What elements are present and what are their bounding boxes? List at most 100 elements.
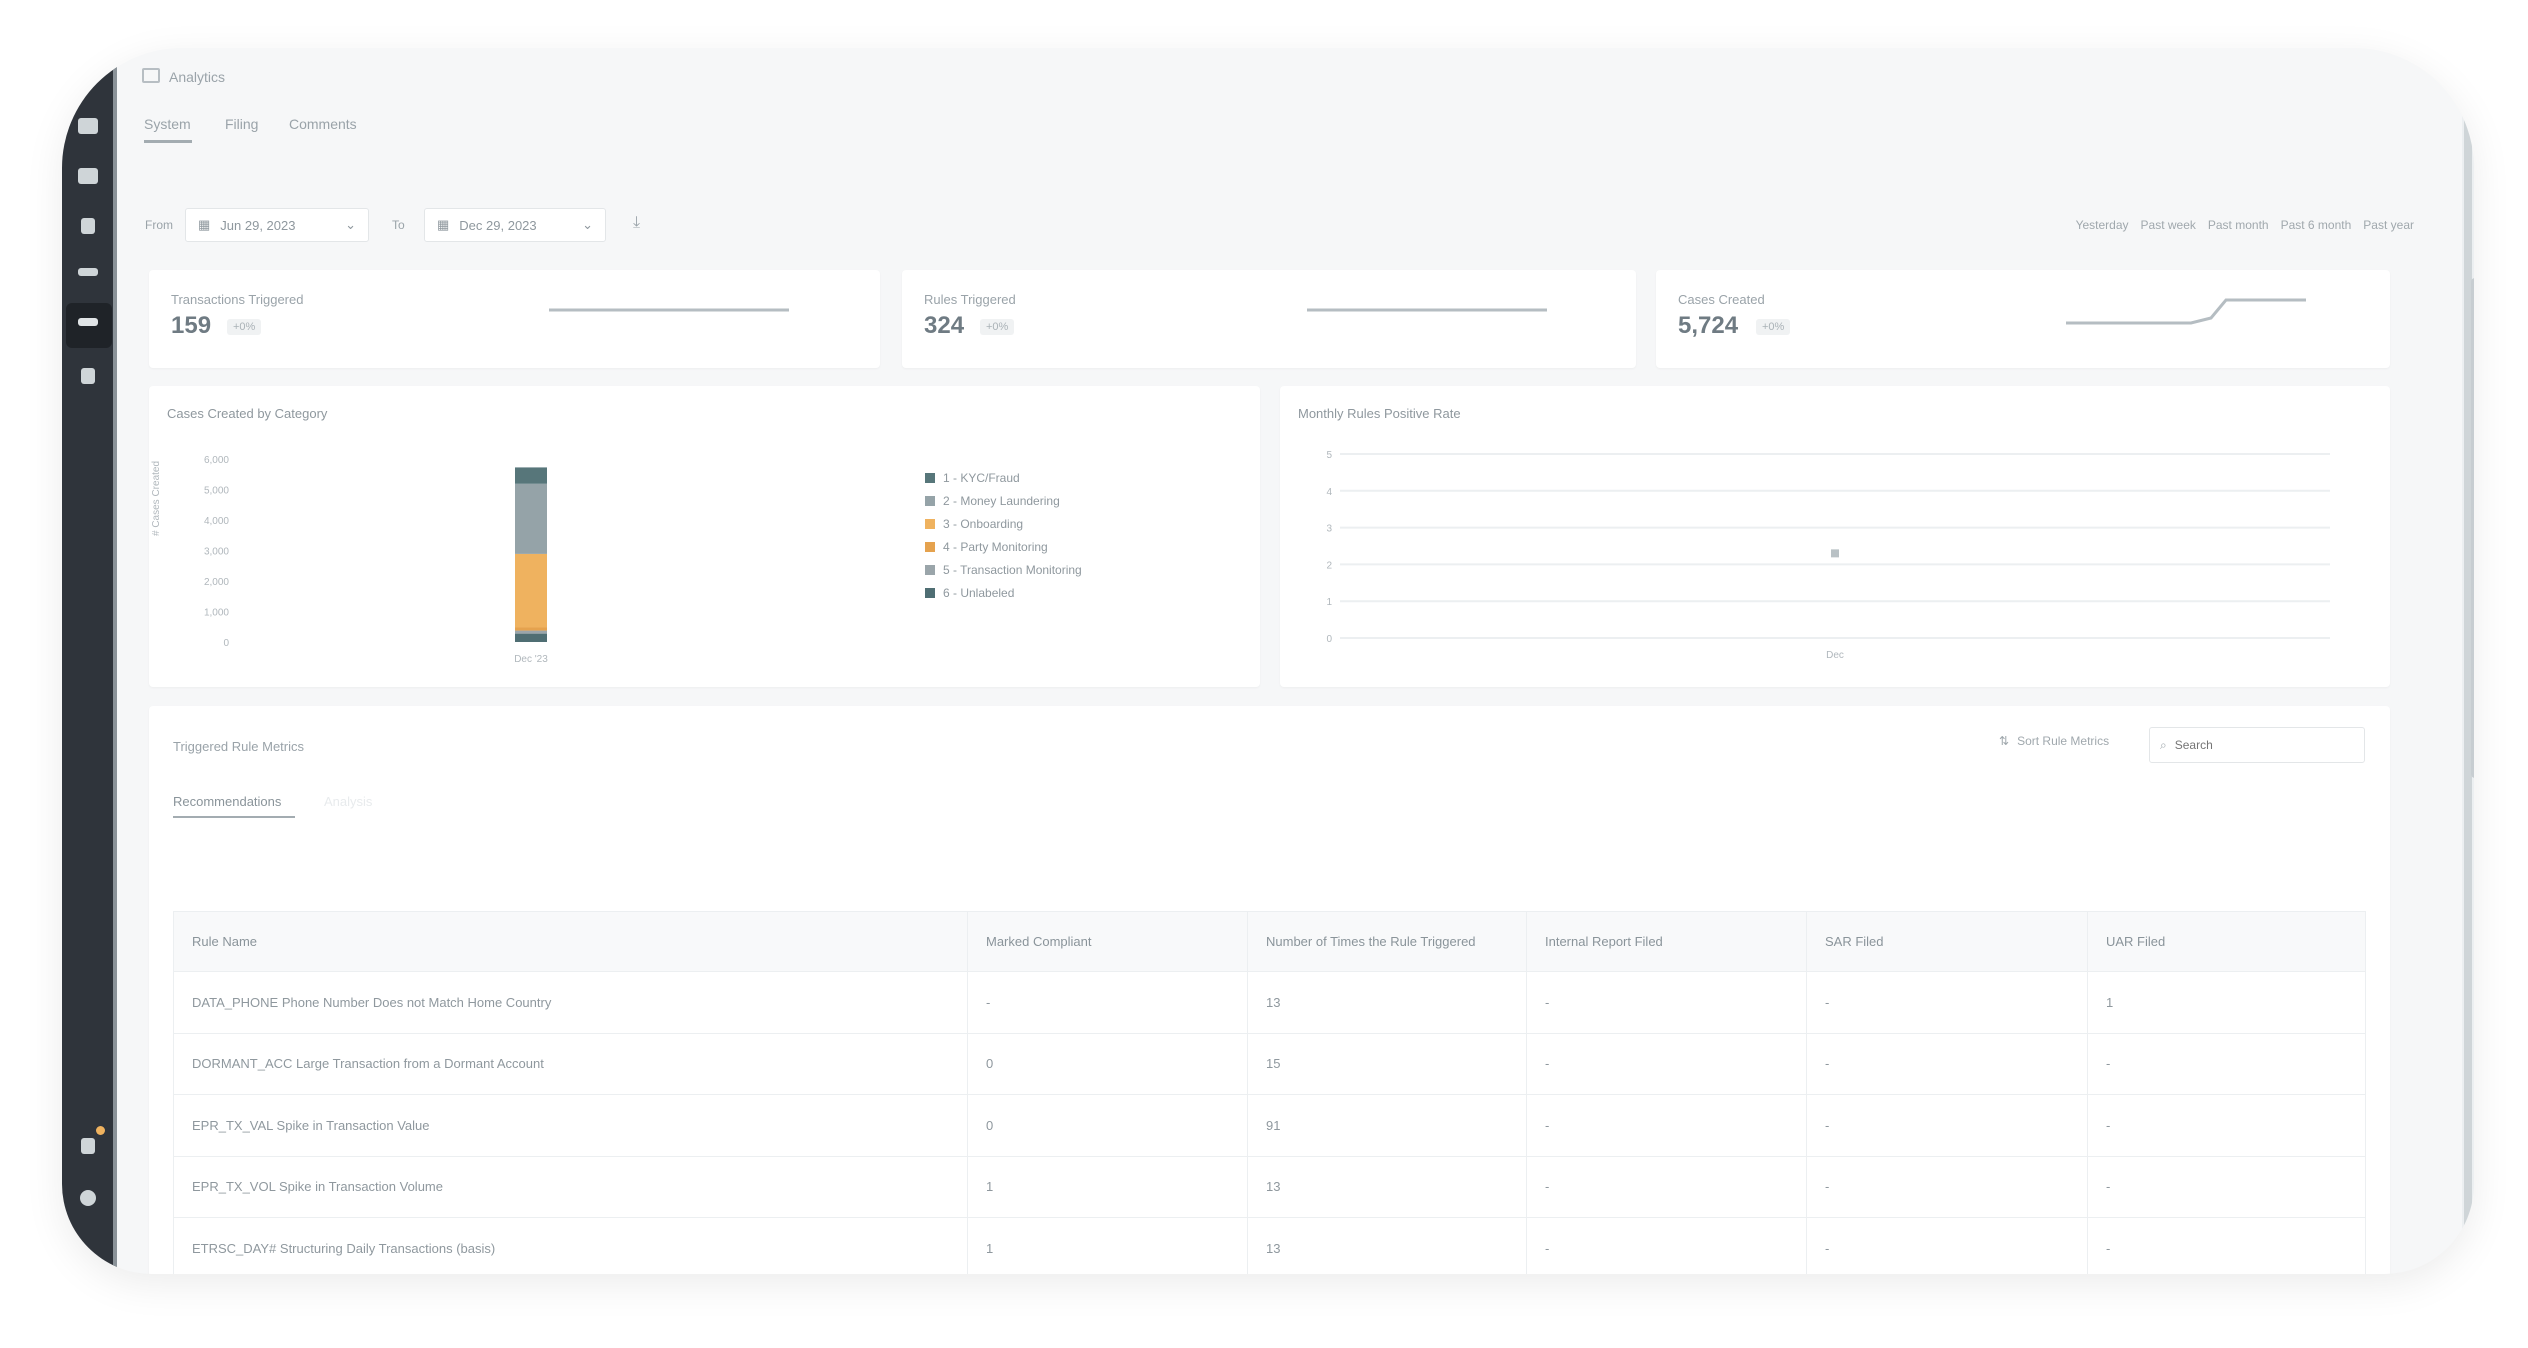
kpi-label: Cases Created xyxy=(1678,292,1765,307)
from-date-picker[interactable]: ▦ Jun 29, 2023 ⌄ xyxy=(185,208,369,242)
table-cell: 1 xyxy=(2087,971,2366,1034)
help-icon[interactable] xyxy=(80,1190,96,1206)
kpi-card-transactions: Transactions Triggered 159 +0% xyxy=(149,270,880,368)
legend-item[interactable]: 3 - Onboarding xyxy=(925,512,1082,535)
legend-item[interactable]: 1 - KYC/Fraud xyxy=(925,466,1082,489)
from-date-value: Jun 29, 2023 xyxy=(220,217,296,233)
legend-label: 3 - Onboarding xyxy=(943,516,1024,531)
legend-label: 4 - Party Monitoring xyxy=(943,539,1048,554)
range-yesterday[interactable]: Yesterday xyxy=(2075,218,2129,232)
table-cell: 13 xyxy=(1247,1217,1527,1274)
bar-chart-plot: 0 1,000 2,000 3,000 4,000 5,000 6,000 Dec '23 xyxy=(204,455,548,665)
sparkline xyxy=(549,308,789,312)
col-marked-compliant[interactable]: Marked Compliant xyxy=(967,911,1248,972)
export-button[interactable]: ⇅ Sort Rule Metrics xyxy=(1999,734,2109,748)
monthly-positive-rate-chart: Monthly Rules Positive Rate 0 1 2 3 4 5 Dec xyxy=(1280,386,2390,687)
y-tick-label: 5 xyxy=(1326,450,1332,461)
cases-icon[interactable] xyxy=(78,118,98,134)
col-uar-filed[interactable]: UAR Filed xyxy=(2087,911,2366,972)
transfer-icon[interactable] xyxy=(78,268,98,276)
table-cell: 1 xyxy=(967,1155,1248,1218)
table-cell: ETRSC_DAY# Structuring Daily Transaction… xyxy=(173,1217,968,1274)
notifications-icon[interactable] xyxy=(81,1138,95,1154)
calendar-icon: ▦ xyxy=(437,217,450,232)
content-scrollbar[interactable] xyxy=(2471,278,2474,778)
inbox-icon[interactable] xyxy=(78,168,98,184)
table-row[interactable]: ETRSC_DAY# Structuring Daily Transaction… xyxy=(173,1217,2366,1274)
tab-recommendations[interactable]: Recommendations xyxy=(173,794,282,809)
to-date-value: Dec 29, 2023 xyxy=(459,217,537,233)
table-header-row: Rule Name Marked Compliant Number of Tim… xyxy=(173,911,2366,972)
legend-swatch xyxy=(925,541,935,552)
table-cell: DORMANT_ACC Large Transaction from a Dor… xyxy=(173,1032,968,1095)
table-cell: - xyxy=(1806,1032,2088,1095)
bar-segment xyxy=(515,483,547,554)
export-label: Sort Rule Metrics xyxy=(2017,734,2110,748)
table-cell: - xyxy=(1806,971,2088,1034)
bar-segment xyxy=(515,553,547,628)
kpi-value: 5,724 xyxy=(1678,312,1739,339)
tab-filing[interactable]: Filing xyxy=(225,116,259,132)
section-title: Triggered Rule Metrics xyxy=(173,739,305,754)
rule-metrics-table: Rule Name Marked Compliant Number of Tim… xyxy=(173,911,2366,1274)
legend-item[interactable]: 2 - Money Laundering xyxy=(925,489,1082,512)
table-cell: - xyxy=(1526,1032,1807,1095)
chevron-down-icon: ⌄ xyxy=(582,217,593,232)
col-internal-report[interactable]: Internal Report Filed xyxy=(1526,911,1807,972)
kpi-value: 159 xyxy=(171,312,212,339)
range-past-6-month[interactable]: Past 6 month xyxy=(2280,218,2352,232)
table-cell: - xyxy=(2087,1032,2366,1095)
legend-label: 1 - KYC/Fraud xyxy=(943,470,1020,485)
col-times-triggered[interactable]: Number of Times the Rule Triggered xyxy=(1247,911,1527,972)
bar-segment xyxy=(515,630,547,634)
line-chart-plot: 0 1 2 3 4 5 Dec xyxy=(1326,450,2330,661)
legend-item[interactable]: 4 - Party Monitoring xyxy=(925,535,1082,558)
tab-comments[interactable]: Comments xyxy=(289,116,357,132)
table-cell: - xyxy=(1806,1217,2088,1274)
range-past-year[interactable]: Past year xyxy=(2363,218,2414,232)
kpi-card-cases: Cases Created 5,724 +0% xyxy=(1656,270,2390,368)
sparkline xyxy=(2066,298,2306,325)
table-cell: EPR_TX_VAL Spike in Transaction Value xyxy=(173,1094,968,1157)
tab-system[interactable]: System xyxy=(144,116,191,132)
kpi-card-rules: Rules Triggered 324 +0% xyxy=(902,270,1636,368)
legend-swatch xyxy=(925,564,935,575)
chevron-down-icon: ⌄ xyxy=(345,217,356,232)
document-icon[interactable] xyxy=(81,218,95,234)
main-content: Analytics System Filing Comments From ▦ … xyxy=(117,48,2474,1274)
page-title: Analytics xyxy=(169,69,226,85)
x-tick-label: Dec '23 xyxy=(514,654,548,665)
sort-icon: ⇅ xyxy=(1999,734,2010,748)
legend-swatch xyxy=(925,495,935,506)
range-past-week[interactable]: Past week xyxy=(2140,218,2196,232)
table-cell: - xyxy=(1806,1155,2088,1218)
range-past-month[interactable]: Past month xyxy=(2207,218,2269,232)
to-date-picker[interactable]: ▦ Dec 29, 2023 ⌄ xyxy=(424,208,606,242)
search-input[interactable] xyxy=(2174,738,2335,752)
col-rule-name[interactable]: Rule Name xyxy=(173,911,968,972)
table-row[interactable]: DATA_PHONE Phone Number Does not Match H… xyxy=(173,971,2366,1034)
calendar-icon: ▦ xyxy=(198,217,211,232)
table-row[interactable]: DORMANT_ACC Large Transaction from a Dor… xyxy=(173,1032,2366,1095)
table-cell: 15 xyxy=(1247,1032,1527,1095)
data-point xyxy=(1831,549,1839,558)
col-sar-filed[interactable]: SAR Filed xyxy=(1806,911,2088,972)
legend-item[interactable]: 6 - Unlabeled xyxy=(925,581,1082,604)
legend-swatch xyxy=(925,587,935,598)
table-cell: - xyxy=(1526,1094,1807,1157)
table-cell: - xyxy=(967,971,1248,1034)
tab-analysis[interactable]: Analysis xyxy=(324,794,373,809)
sidebar xyxy=(62,48,117,1274)
analytics-icon xyxy=(78,318,98,326)
table-row[interactable]: EPR_TX_VOL Spike in Transaction Volume 1 1… xyxy=(173,1155,2366,1218)
kpi-label: Rules Triggered xyxy=(924,292,1016,307)
legend-item[interactable]: 5 - Transaction Monitoring xyxy=(925,558,1082,581)
settings-icon[interactable] xyxy=(81,368,95,384)
table-cell: EPR_TX_VOL Spike in Transaction Volume xyxy=(173,1155,968,1218)
search-field[interactable]: ⌕ xyxy=(2149,727,2365,763)
table-row[interactable]: EPR_TX_VAL Spike in Transaction Value 0 91… xyxy=(173,1094,2366,1157)
table-cell: - xyxy=(1526,1155,1807,1218)
table-cell: 13 xyxy=(1247,1155,1527,1218)
legend-swatch xyxy=(925,518,935,529)
download-icon[interactable]: ⤓ xyxy=(633,214,641,231)
